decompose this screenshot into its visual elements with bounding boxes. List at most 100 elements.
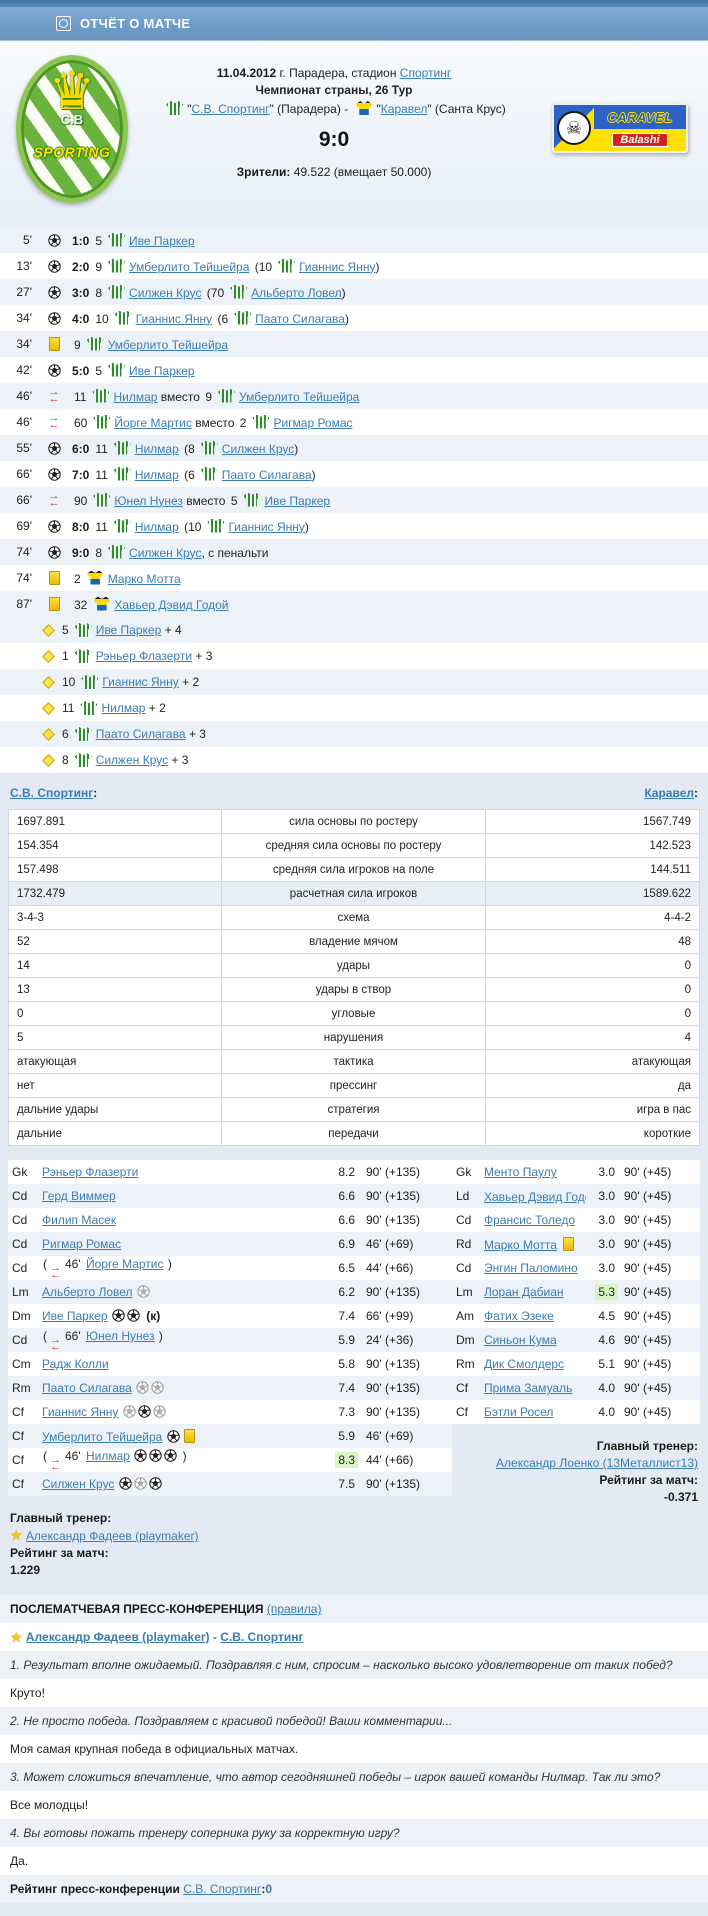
press-home-team-link[interactable]: С.В. Спортинг <box>220 1630 304 1644</box>
player-link[interactable]: Лоран Дабиан <box>484 1285 564 1299</box>
home-team-link[interactable]: С.В. Спортинг <box>191 102 270 116</box>
event-time: 55' <box>16 441 32 455</box>
home-coach-link[interactable]: Александр Фадеев (playmaker) <box>25 1529 199 1543</box>
attendance-label: Зрители: <box>236 165 291 179</box>
player-link[interactable]: Синьон Кума <box>484 1333 557 1347</box>
press-question: 1. Результат вполне ожидаемый. Поздравля… <box>10 1658 673 1672</box>
player-link[interactable]: Силжен Крус <box>129 285 202 300</box>
player-link[interactable]: Юнел Нунез <box>85 1329 155 1343</box>
lineup-row: Cf Прима Замуаль 4.0 90' (+45) <box>452 1376 700 1400</box>
press-rating-team-link[interactable]: С.В. Спортинг <box>183 1882 262 1896</box>
stat-label: угловые <box>222 1002 486 1025</box>
player-link[interactable]: Силжен Крус <box>129 545 202 560</box>
player-link[interactable]: Гианнис Янну <box>102 675 179 689</box>
player-link[interactable]: Гианнис Янну <box>299 259 376 274</box>
player-link[interactable]: Хавьер Дэвид Годой <box>484 1189 586 1204</box>
player-link[interactable]: Марко Мотта <box>107 571 181 586</box>
player-link[interactable]: Нилмар <box>85 1449 130 1463</box>
player-link[interactable]: Дик Смолдерс <box>484 1357 565 1371</box>
quote: " <box>376 102 381 116</box>
player-position: Cf <box>456 1381 468 1395</box>
player-link[interactable]: Нилмар <box>113 389 158 404</box>
player-link[interactable]: Иве Паркер <box>95 623 162 637</box>
player-link[interactable]: Марко Мотта <box>484 1237 557 1252</box>
player-rating: 7.5 <box>338 1477 355 1491</box>
player-link[interactable]: Фатих Эзеке <box>484 1309 554 1323</box>
player-position: Rm <box>456 1357 475 1371</box>
star-icon: ★ <box>10 1628 23 1645</box>
player-link[interactable]: Умберлито Тейшейра <box>239 389 360 404</box>
event-time: 42' <box>16 363 32 377</box>
press-answer: Все молодцы! <box>10 1798 89 1812</box>
player-link[interactable]: Гианнис Янну <box>135 311 213 326</box>
player-link[interactable]: Силжен Крус <box>95 753 169 767</box>
stadium-link[interactable]: Спортинг <box>399 66 452 80</box>
away-stats-header: Каравел: <box>644 786 698 800</box>
press-row: Да. <box>0 1847 708 1875</box>
home-team-shirt-icon <box>114 310 132 325</box>
player-link[interactable]: Герд Виммер <box>42 1189 116 1203</box>
player-link[interactable]: Паато Силагава <box>255 311 345 326</box>
player-link[interactable]: Умберлито Тейшейра <box>129 259 250 274</box>
player-link[interactable]: Умберлито Тейшейра <box>42 1429 163 1444</box>
home-team-shirt-icon <box>278 258 296 273</box>
away-team-link[interactable]: Каравел <box>380 102 428 116</box>
event-time: 27' <box>16 285 32 299</box>
player-minutes: 90' (+45) <box>624 1285 672 1299</box>
player-link[interactable]: Иве Паркер <box>129 233 195 248</box>
player-rating: 3.0 <box>598 1189 615 1203</box>
player-link[interactable]: Рэньер Флазерти <box>95 649 193 663</box>
player-link[interactable]: Паато Силагава <box>221 467 312 482</box>
home-logo-initials: С.В <box>60 112 84 127</box>
away-team-stats-link[interactable]: Каравел <box>644 786 694 800</box>
player-link[interactable]: Ригмар Ромас <box>273 415 353 430</box>
player-link[interactable]: Нилмар <box>134 467 179 482</box>
player-link[interactable]: Умберлито Тейшейра <box>107 337 229 352</box>
stat-away-value: 142.523 <box>649 839 691 852</box>
away-coach-link[interactable]: Александр Лоенко (13Металлист13) <box>496 1456 698 1470</box>
player-link[interactable]: Гианнис Янну <box>228 519 305 534</box>
home-city: (Парадера) <box>273 102 345 116</box>
assist-ball-icon <box>123 1405 136 1418</box>
player-link[interactable]: Паато Силагава <box>42 1381 132 1395</box>
player-link[interactable]: Прима Замуаль <box>484 1381 573 1395</box>
player-link[interactable]: Хавьер Дэвид Годой <box>114 597 229 612</box>
player-link[interactable]: Менто Паулу <box>484 1165 557 1179</box>
player-link[interactable]: Радж Колли <box>42 1357 109 1371</box>
player-link[interactable]: Альберто Ловел <box>42 1285 133 1299</box>
player-link[interactable]: Иве Паркер <box>42 1309 108 1323</box>
player-link[interactable]: Силжен Крус <box>42 1477 115 1491</box>
experience-row: 11 Нилмар + 2 <box>0 695 708 721</box>
player-link[interactable]: Филип Масек <box>42 1213 117 1227</box>
player-link[interactable]: Энгин Паломино <box>484 1261 578 1275</box>
press-rules-link[interactable]: (правила) <box>266 1602 322 1616</box>
player-link[interactable]: Иве Паркер <box>129 363 195 378</box>
press-home-coach-link[interactable]: Александр Фадеев (playmaker) <box>25 1630 210 1644</box>
player-link[interactable]: Бэтли Росел <box>484 1405 554 1419</box>
experience-row: 5 Иве Паркер + 4 <box>0 617 708 643</box>
player-link[interactable]: Ригмар Ромас <box>42 1237 122 1251</box>
player-link[interactable]: Нилмар <box>134 519 179 534</box>
player-link[interactable]: Франсис Толедо <box>484 1213 576 1227</box>
player-link[interactable]: Силжен Крус <box>221 441 295 456</box>
home-team-shirt-icon <box>74 623 92 637</box>
player-link[interactable]: Гианнис Янну <box>42 1405 119 1419</box>
press-row: Все молодцы! <box>0 1791 708 1819</box>
player-link[interactable]: Иве Паркер <box>264 493 331 508</box>
player-link[interactable]: Рэньер Флазерти <box>42 1165 139 1179</box>
player-link[interactable]: Альберто Ловел <box>251 285 342 300</box>
home-team-stats-link[interactable]: С.В. Спортинг <box>10 786 94 800</box>
player-rating: 4.6 <box>598 1333 615 1347</box>
player-minutes: 90' (+135) <box>366 1285 420 1299</box>
player-position: Gk <box>456 1165 472 1179</box>
player-position: Am <box>456 1309 474 1323</box>
player-link[interactable]: Нилмар <box>101 701 146 715</box>
stat-label: удары <box>222 954 486 977</box>
player-link[interactable]: Йорге Мартис <box>114 415 192 430</box>
player-link[interactable]: Нилмар <box>134 441 179 456</box>
player-rating: 6.6 <box>338 1189 355 1203</box>
player-link[interactable]: Йорге Мартис <box>85 1257 164 1271</box>
stat-home-value: 52 <box>9 930 222 953</box>
player-link[interactable]: Юнел Нунез <box>114 493 183 508</box>
player-link[interactable]: Паато Силагава <box>95 727 186 741</box>
